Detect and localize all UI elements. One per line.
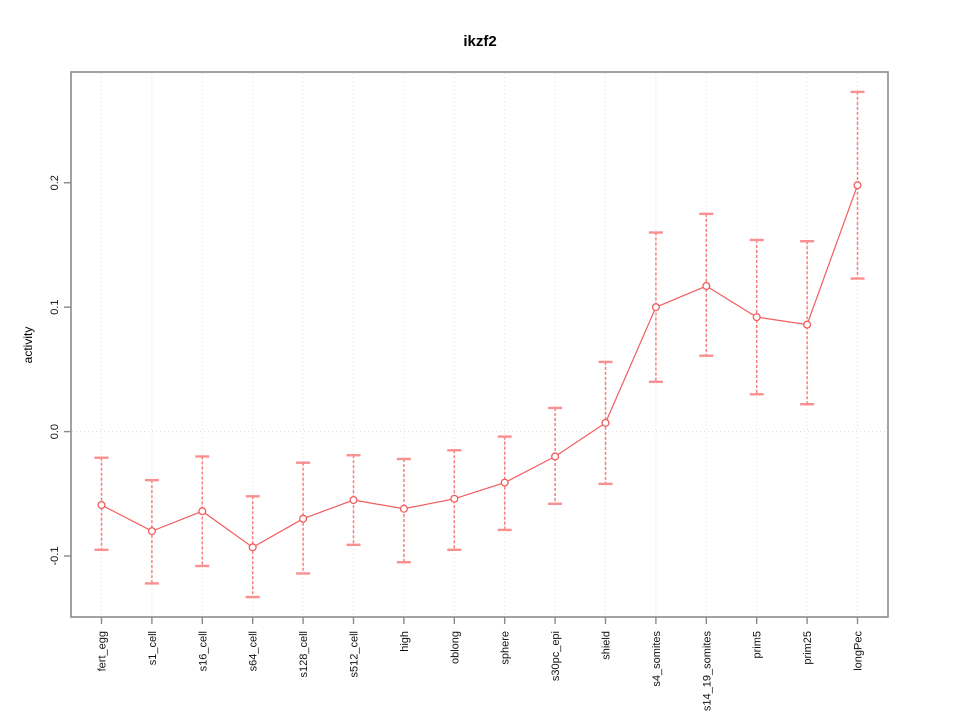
data-point (198, 507, 207, 516)
data-point (551, 452, 560, 461)
x-tick-label: s128_cell (298, 631, 310, 677)
data-point (752, 313, 761, 322)
data-point (399, 504, 408, 513)
x-tick-label: s30pc_epi (550, 631, 562, 681)
data-point (349, 495, 358, 505)
x-tick-label: s16_cell (197, 631, 209, 671)
x-tick-label: shield (601, 631, 613, 660)
data-point (651, 303, 660, 312)
y-tick-label: -0.1 (49, 547, 61, 566)
data-point (147, 527, 156, 536)
x-tick-label: prim5 (752, 631, 764, 659)
x-tick-label: fert_egg (97, 631, 109, 671)
y-axis-title: activity (21, 326, 35, 364)
data-point (450, 494, 459, 503)
x-tick-label: prim25 (802, 631, 814, 665)
data-point (601, 418, 610, 427)
data-point (248, 543, 257, 552)
x-tick-label: s512_cell (349, 631, 361, 677)
y-tick-label: 0.2 (49, 175, 61, 190)
series-line (101, 185, 859, 549)
data-point (803, 320, 812, 329)
x-tick-label: s14_19_somites (701, 631, 713, 712)
plot-border (70, 71, 889, 618)
data-point (500, 478, 509, 487)
data-point (299, 514, 308, 523)
data-point (702, 281, 711, 291)
x-tick-label: s4_somites (651, 631, 663, 687)
y-tick-label: 0.0 (49, 424, 61, 439)
x-tick-label: s64_cell (248, 631, 260, 671)
x-tick-label: sphere (500, 631, 512, 665)
x-tick-label: high (399, 631, 411, 652)
data-point (97, 500, 106, 510)
x-tick-label: oblong (449, 631, 461, 664)
chart-title: ikzf2 (463, 33, 497, 50)
y-tick-label: 0.1 (49, 300, 61, 315)
x-tick-label: s1_cell (147, 631, 159, 665)
x-tick-label: longPec (853, 631, 865, 671)
data-point (853, 181, 862, 190)
